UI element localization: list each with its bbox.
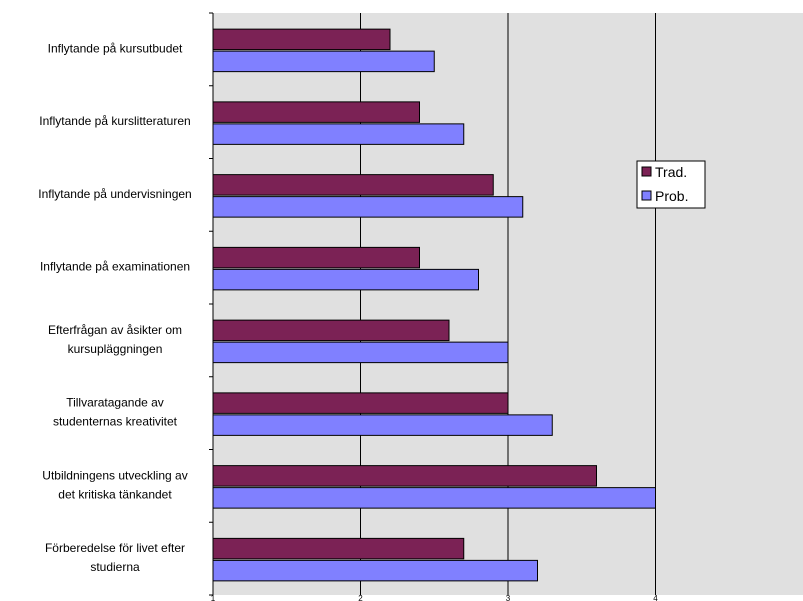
legend-swatch-trad [641, 166, 652, 177]
bar-trad [212, 392, 509, 414]
bar-prob [212, 50, 435, 73]
category-label: Inflytande på kursutbudet [48, 41, 183, 55]
category-labels: Inflytande på kursutbudet Inflytande på k… [38, 41, 191, 574]
bar-prob [212, 196, 524, 218]
category-label: Inflytande på examinationen [40, 260, 190, 274]
category-label: Inflytande på undervisningen [38, 187, 191, 201]
x-tick-label: 4 [653, 594, 658, 601]
x-tick-label: 1 [211, 594, 216, 601]
bar-trad [212, 101, 420, 123]
bar-prob [212, 414, 553, 436]
x-tick-label: 3 [506, 594, 511, 601]
bar-trad [212, 465, 597, 487]
category-axis [209, 12, 214, 596]
category-label: Inflytande på kurslitteraturen [39, 114, 190, 128]
bar-trad [212, 28, 391, 51]
bar-trad [212, 174, 494, 196]
bar-prob [212, 123, 465, 145]
category-label: Tillvaratagande av studenternas kreativit… [53, 396, 178, 429]
bar-prob [212, 559, 538, 582]
category-label: Efterfrågan av åsikter om kursupläggninge… [48, 323, 182, 356]
category-label: Utbildningens utveckling av det kritiska … [42, 468, 187, 501]
legend-swatch-prob [641, 190, 652, 201]
legend-label-prob: Prob. [655, 188, 688, 204]
value-axis-ticks: 1 2 3 4 [211, 594, 659, 601]
bar-prob [212, 487, 656, 509]
legend: Trad. Prob. [636, 160, 706, 209]
category-label: Förberedelse för livet efter studierna [45, 541, 185, 574]
legend-label-trad: Trad. [655, 164, 687, 180]
bar-trad [212, 537, 465, 560]
bar-trad [212, 246, 420, 269]
bar-prob [212, 341, 509, 364]
x-tick-label: 2 [358, 594, 363, 601]
bar-prob [212, 268, 479, 291]
bar-trad [212, 319, 450, 342]
